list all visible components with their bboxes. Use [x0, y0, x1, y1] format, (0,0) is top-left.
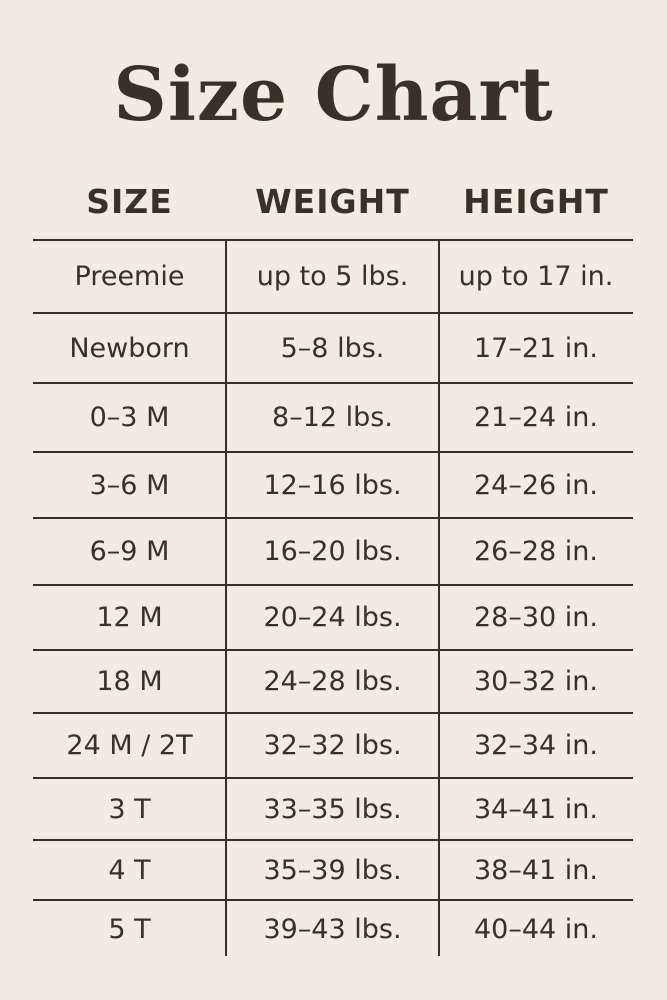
row-divider	[33, 649, 633, 651]
size-cell: 12 M	[96, 602, 163, 633]
row-divider	[33, 584, 633, 586]
weight-cell: 5–8 lbs.	[280, 332, 385, 364]
weight-cell: 39–43 lbs.	[263, 913, 402, 945]
height-cell: up to 17 in.	[458, 261, 614, 292]
weight-cell: 8–12 lbs.	[272, 402, 393, 433]
header-size: SIZE	[86, 182, 173, 221]
header-weight: WEIGHT	[255, 182, 410, 221]
height-cell: 40–44 in.	[474, 913, 598, 945]
height-cell: 21–24 in.	[474, 402, 598, 433]
header-height: HEIGHT	[463, 182, 609, 221]
weight-cell: 35–39 lbs.	[263, 854, 402, 886]
size-cell: 3–6 M	[89, 469, 170, 501]
height-cell: 34–41 in.	[474, 793, 598, 825]
height-cell: 24–26 in.	[474, 469, 598, 501]
row-divider	[33, 517, 633, 519]
size-cell: 3 T	[108, 793, 151, 825]
size-cell: 5 T	[108, 913, 151, 945]
height-cell: 17–21 in.	[474, 332, 598, 364]
row-divider	[33, 712, 633, 714]
size-cell: Newborn	[69, 332, 190, 364]
height-cell: 30–32 in.	[474, 666, 598, 697]
height-cell: 38–41 in.	[474, 854, 598, 886]
page-title: Size Chart	[113, 52, 554, 138]
size-cell: 18 M	[96, 666, 163, 697]
row-divider	[33, 239, 633, 241]
row-divider	[33, 839, 633, 841]
size-cell: 0–3 M	[89, 402, 170, 433]
weight-cell: up to 5 lbs.	[256, 261, 409, 292]
weight-cell: 32–32 lbs.	[263, 730, 402, 761]
weight-cell: 24–28 lbs.	[263, 666, 402, 697]
weight-cell: 16–20 lbs.	[263, 536, 402, 567]
column-divider	[225, 240, 227, 956]
height-cell: 28–30 in.	[474, 602, 598, 633]
row-divider	[33, 777, 633, 779]
row-divider	[33, 382, 633, 384]
weight-cell: 20–24 lbs.	[263, 602, 402, 633]
row-divider	[33, 451, 633, 453]
row-divider	[33, 312, 633, 314]
height-cell: 32–34 in.	[474, 730, 598, 761]
height-cell: 26–28 in.	[474, 536, 598, 567]
size-cell: 6–9 M	[89, 536, 170, 567]
size-cell: 24 M / 2T	[66, 730, 193, 761]
weight-cell: 33–35 lbs.	[263, 793, 402, 825]
weight-cell: 12–16 lbs.	[263, 469, 402, 501]
row-divider	[33, 899, 633, 901]
size-cell: Preemie	[74, 261, 185, 292]
size-cell: 4 T	[108, 854, 151, 886]
column-divider	[438, 240, 440, 956]
